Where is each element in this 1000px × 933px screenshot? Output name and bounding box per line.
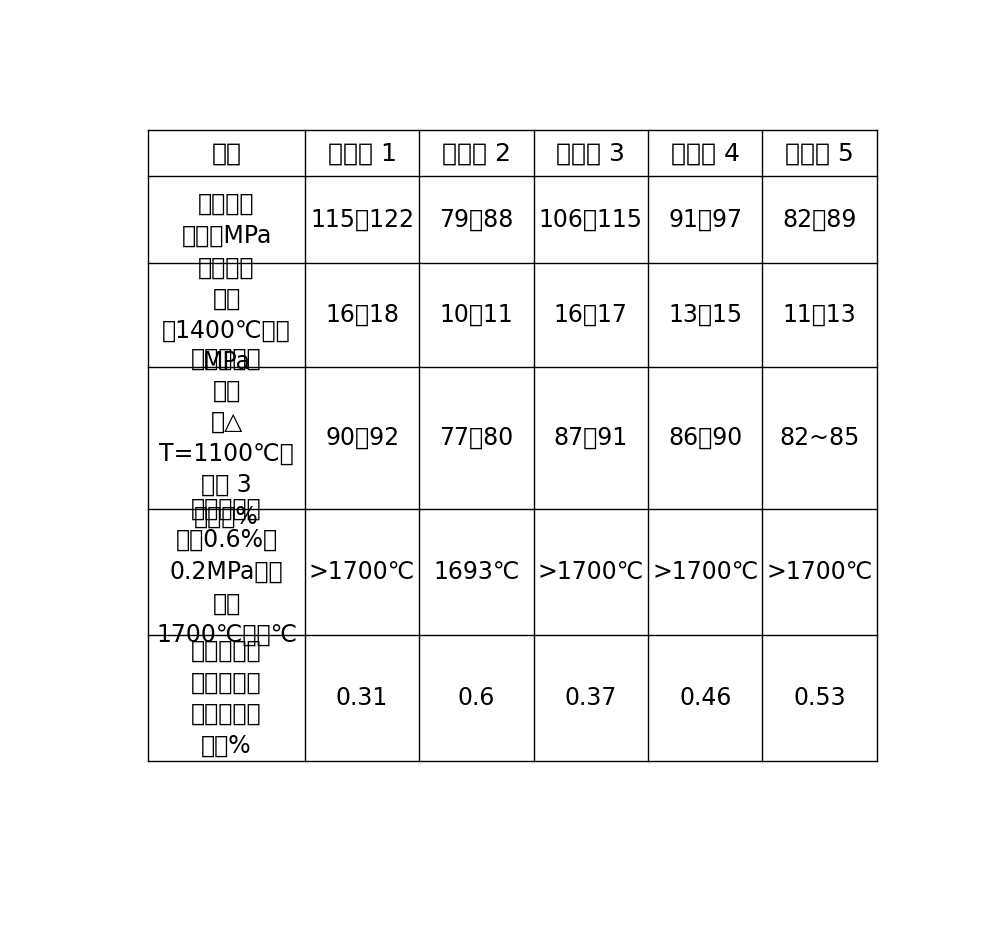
Text: 16～17: 16～17 — [554, 303, 628, 327]
Text: 16～18: 16～18 — [325, 303, 399, 327]
Text: 荷重软化温
度（0.6%，
0.2MPa，室
温～
1700℃），℃: 荷重软化温 度（0.6%， 0.2MPa，室 温～ 1700℃），℃ — [156, 496, 297, 647]
Text: 90～92: 90～92 — [325, 425, 399, 450]
Text: 11～13: 11～13 — [783, 303, 856, 327]
Text: 0.31: 0.31 — [336, 686, 388, 710]
Text: 项目: 项目 — [212, 141, 242, 165]
Text: 87～91: 87～91 — [554, 425, 628, 450]
Text: 残余强度保
持率
（△
T=1100℃，
风冷 3
次），%: 残余强度保 持率 （△ T=1100℃， 风冷 3 次），% — [159, 347, 294, 529]
Text: 106～115: 106～115 — [539, 208, 643, 231]
Text: >1700℃: >1700℃ — [766, 560, 873, 584]
Text: 1693℃: 1693℃ — [433, 560, 520, 584]
Text: 实施例 1: 实施例 1 — [328, 141, 397, 165]
Text: 86～90: 86～90 — [668, 425, 742, 450]
Text: 115～122: 115～122 — [310, 208, 414, 231]
Text: 0.37: 0.37 — [565, 686, 617, 710]
Text: 79～88: 79～88 — [439, 208, 514, 231]
Text: 荷重软化实
验结束点温
度对应形变
率，%: 荷重软化实 验结束点温 度对应形变 率，% — [191, 639, 262, 758]
Text: >1700℃: >1700℃ — [309, 560, 415, 584]
Text: >1700℃: >1700℃ — [652, 560, 758, 584]
Text: 82~85: 82~85 — [779, 425, 860, 450]
Text: 实施例 4: 实施例 4 — [671, 141, 740, 165]
Text: 实施例 3: 实施例 3 — [556, 141, 625, 165]
Text: 82～89: 82～89 — [782, 208, 857, 231]
Text: 常温耐压
强度，MPa: 常温耐压 强度，MPa — [181, 192, 272, 247]
Text: 高温抗折
强度
（1400℃），
MPa: 高温抗折 强度 （1400℃）， MPa — [162, 256, 291, 374]
Text: 实施例 2: 实施例 2 — [442, 141, 511, 165]
Text: 91～97: 91～97 — [668, 208, 742, 231]
Text: 0.53: 0.53 — [793, 686, 846, 710]
Text: 13～15: 13～15 — [668, 303, 742, 327]
Text: 10～11: 10～11 — [440, 303, 513, 327]
Text: 0.46: 0.46 — [679, 686, 731, 710]
Text: 实施例 5: 实施例 5 — [785, 141, 854, 165]
Text: >1700℃: >1700℃ — [538, 560, 644, 584]
Text: 0.6: 0.6 — [458, 686, 495, 710]
Text: 77～80: 77～80 — [439, 425, 514, 450]
